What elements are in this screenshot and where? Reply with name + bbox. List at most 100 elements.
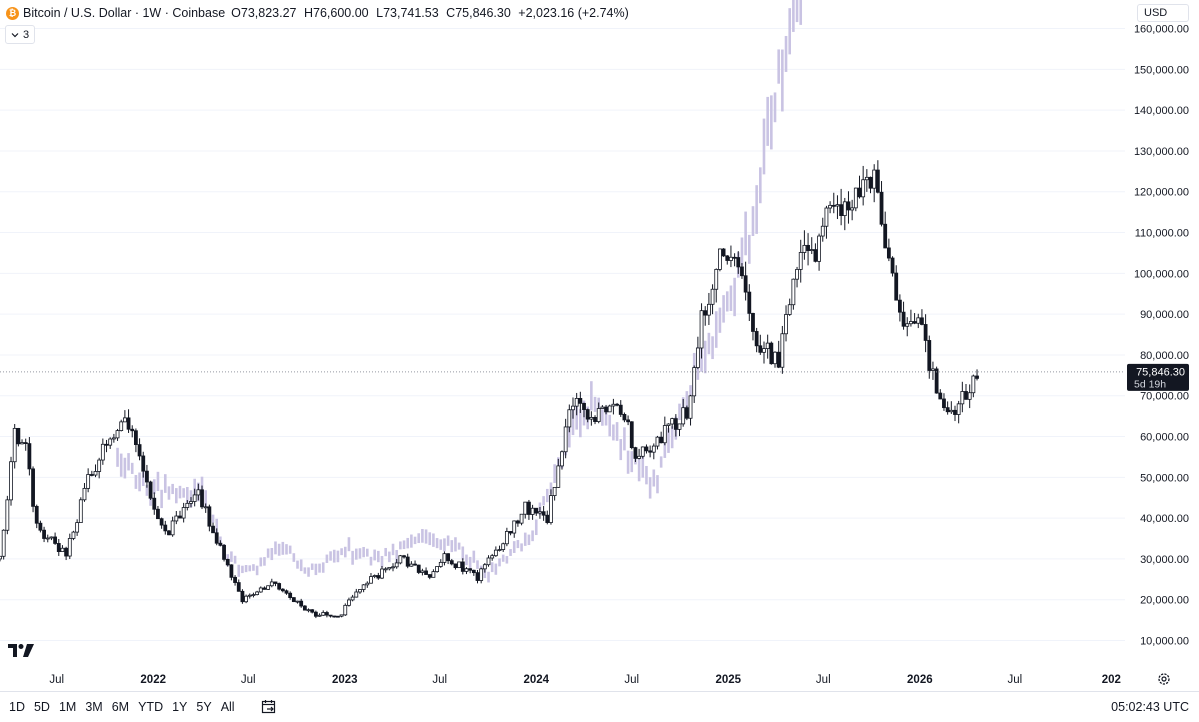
candle-down <box>284 590 289 594</box>
candle-down <box>593 417 597 422</box>
comparison-bar <box>656 475 659 494</box>
range-1y-button[interactable]: 1Y <box>172 700 188 714</box>
comparison-bar <box>476 560 479 569</box>
candle-down <box>280 588 285 592</box>
candle-down <box>328 614 333 617</box>
candle-up <box>556 465 561 488</box>
candle-up <box>420 570 425 573</box>
comparison-bar <box>435 538 439 549</box>
candle-up <box>67 538 72 557</box>
comparison-bar <box>354 548 358 560</box>
time-tick-label: Jul <box>1007 674 1022 686</box>
comparison-bar <box>439 539 443 550</box>
price-tick-label: 140,000.00 <box>1134 105 1189 117</box>
candle-up <box>762 348 766 353</box>
currency-selector[interactable]: USD <box>1137 4 1189 22</box>
candle-down <box>626 419 630 423</box>
comparison-bar <box>329 551 332 561</box>
candle-down <box>299 600 304 607</box>
range-ytd-button[interactable]: YTD <box>138 700 164 714</box>
candle-down <box>16 427 21 445</box>
candle-up <box>589 417 594 420</box>
comparison-bar <box>534 519 538 536</box>
comparison-bar <box>432 533 435 547</box>
comparison-bar <box>645 465 648 485</box>
candle-down <box>534 507 539 514</box>
comparison-bar <box>714 311 718 348</box>
candle-down <box>416 564 421 573</box>
candle-up <box>192 494 197 502</box>
comparison-bar <box>623 427 626 451</box>
candle-down <box>38 522 43 531</box>
comparison-bar <box>770 95 773 150</box>
comparison-bar <box>685 391 689 416</box>
comparison-bar <box>134 475 138 489</box>
candle-down <box>890 257 895 274</box>
price-tick-label: 100,000.00 <box>1134 268 1189 280</box>
comparison-bar <box>678 403 681 421</box>
candle-up <box>600 406 605 409</box>
comparison-bar <box>498 558 501 567</box>
candle-up <box>828 204 833 209</box>
time-tick-label: 2026 <box>907 674 933 686</box>
candle-up <box>244 595 248 603</box>
price-axis[interactable]: 10,000.00 20,000.00 30,000.00 40,000.00 50,0… <box>1134 24 1189 648</box>
comparison-bar <box>784 35 788 72</box>
range-5y-button[interactable]: 5Y <box>196 700 212 714</box>
comparison-bar <box>711 336 714 360</box>
candle-down <box>927 340 932 371</box>
candle-down <box>582 402 586 410</box>
candle-up <box>596 408 601 422</box>
symbol-legend[interactable]: ₿ Bitcoin / U.S. Dollar · 1W · Coinbase … <box>6 4 629 22</box>
candle-down <box>945 407 950 413</box>
indicators-collapse-button[interactable]: 3 <box>5 25 36 44</box>
time-axis[interactable]: Jul 2022 Jul 2023 Jul 2024 Jul 2025 Jul 2026 Jul 20… <box>49 674 1121 686</box>
candle-up <box>798 252 803 270</box>
candle-down <box>156 508 160 520</box>
comparison-bar <box>766 96 769 146</box>
chevron-down-icon <box>11 32 19 37</box>
candle-up <box>519 513 524 524</box>
candle-up <box>174 515 179 522</box>
tradingview-logo-icon[interactable] <box>8 643 34 661</box>
candle-up <box>71 531 76 539</box>
price-tick-label: 30,000.00 <box>1140 554 1189 566</box>
comparison-bar <box>130 462 134 474</box>
calendar-goto-icon[interactable] <box>261 699 277 715</box>
range-1m-button[interactable]: 1M <box>58 700 77 714</box>
last-price-label: 75,846.30 <box>1136 366 1185 378</box>
candle-down <box>629 421 634 449</box>
comparison-bar <box>781 49 784 112</box>
comparison-bar <box>145 484 149 496</box>
range-1d-button[interactable]: 1D <box>9 700 25 714</box>
range-all-button[interactable]: All <box>220 700 235 714</box>
candle-down <box>545 514 550 523</box>
settings-gear-icon[interactable] <box>1157 672 1171 686</box>
candle-up <box>729 256 733 261</box>
comparison-bar <box>446 535 450 546</box>
range-3m-button[interactable]: 3M <box>85 700 103 714</box>
candle-up <box>347 599 351 606</box>
candle-up <box>497 549 502 551</box>
price-tick-label: 90,000.00 <box>1140 309 1189 321</box>
candle-up <box>655 436 660 447</box>
utc-clock[interactable]: 05:02:43 UTC <box>1111 700 1189 714</box>
comparison-bar <box>773 92 777 123</box>
comparison-bar <box>718 307 722 333</box>
candle-down <box>659 436 664 444</box>
range-5d-button[interactable]: 5D <box>33 700 50 714</box>
candle-down <box>622 414 627 421</box>
candle-up <box>398 555 403 564</box>
candle-down <box>214 532 219 544</box>
symbol-title[interactable]: Bitcoin / U.S. Dollar · 1W · Coinbase <box>23 6 226 20</box>
comparison-bar <box>549 482 553 495</box>
range-6m-button[interactable]: 6M <box>111 700 130 714</box>
candle-up <box>916 317 921 324</box>
candle-up <box>181 507 186 519</box>
candle-up <box>1 529 6 557</box>
time-tick-label: 2025 <box>716 674 742 686</box>
comparison-bar <box>296 560 299 569</box>
comparison-bar <box>182 488 185 498</box>
candle-down <box>449 560 454 565</box>
